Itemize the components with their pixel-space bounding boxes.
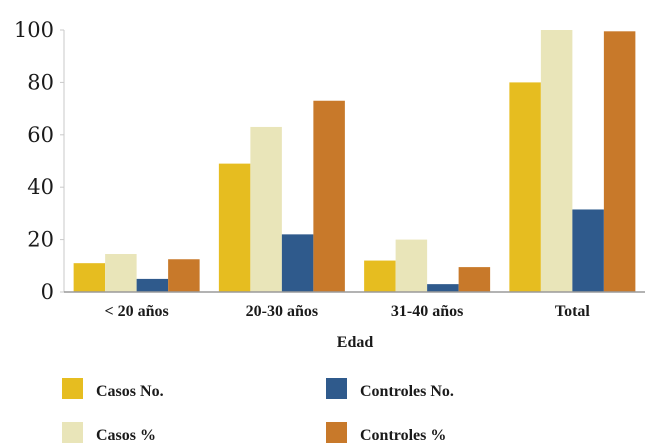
bar-2-1 <box>105 254 137 292</box>
bar-2-4 <box>540 30 573 292</box>
legend-label: Casos No. <box>96 383 164 400</box>
x-axis-title: Edad <box>337 334 374 351</box>
y-axis: 0 20 40 60 80 100 <box>14 18 64 304</box>
legend-swatch <box>62 422 83 443</box>
y-tick-label: 60 <box>27 123 54 147</box>
bar-3-3 <box>427 284 459 292</box>
bar-4-2 <box>313 100 345 293</box>
y-tick-label: 0 <box>41 280 54 304</box>
x-axis: < 20 años 20-30 años 31-40 años Total <box>105 303 591 320</box>
y-tick-label: 40 <box>27 175 54 199</box>
legend-swatch <box>62 378 83 399</box>
bar-3-4 <box>572 209 604 292</box>
legend-label: Controles % <box>360 427 446 444</box>
bar-4-1 <box>168 259 200 292</box>
x-tick-label: Total <box>555 303 591 320</box>
x-tick-label: 31-40 años <box>391 303 463 320</box>
x-tick-label: 20-30 años <box>246 303 318 320</box>
y-tick-label: 20 <box>27 228 54 252</box>
legend-label: Casos % <box>96 427 156 444</box>
bar-1-4 <box>509 82 541 293</box>
bar-1-2 <box>218 163 251 292</box>
bar-1-3 <box>364 260 396 292</box>
x-tick-label: < 20 años <box>105 303 169 320</box>
bar-4-3 <box>458 267 491 292</box>
bar-3-1 <box>136 278 169 292</box>
bars <box>73 30 636 293</box>
legend-swatch <box>326 422 347 443</box>
bar-2-3 <box>395 239 428 292</box>
bar-2-2 <box>250 126 282 292</box>
y-tick-label: 100 <box>14 18 54 42</box>
y-tick-label: 80 <box>27 70 54 94</box>
legend-swatch <box>326 378 347 399</box>
bar-3-2 <box>281 234 314 292</box>
bar-4-4 <box>603 31 636 293</box>
bar-1-1 <box>73 263 106 292</box>
legend-label: Controles No. <box>360 383 454 400</box>
legend: Casos No. Controles No. Casos % Controles % <box>62 378 454 444</box>
